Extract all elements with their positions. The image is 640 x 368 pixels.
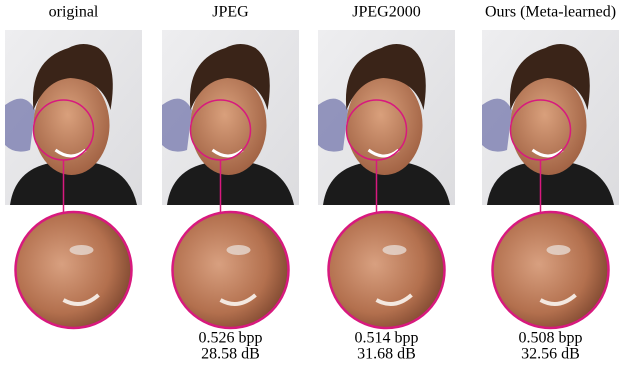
- photo: [162, 30, 299, 205]
- bitrate: 0.508 bpp: [519, 330, 583, 347]
- figure: original JPEG 0.526 bpp28.58 dB JPEG2000 0.5…: [0, 0, 640, 368]
- backdrop-logo: [5, 99, 35, 152]
- zoom-eye: [227, 245, 251, 255]
- zoom-view: [16, 212, 132, 328]
- zoom-eye: [547, 245, 571, 255]
- psnr: 31.68 dB: [357, 346, 416, 363]
- bitrate: 0.514 bpp: [355, 330, 419, 347]
- photo: [318, 30, 455, 205]
- psnr: 28.58 dB: [201, 346, 260, 363]
- backdrop-logo: [162, 99, 192, 152]
- zoom-view: [329, 212, 445, 328]
- photo: [482, 30, 619, 205]
- psnr: 32.56 dB: [521, 346, 580, 363]
- panel-title: JPEG: [212, 4, 249, 21]
- backdrop-logo: [482, 99, 512, 152]
- zoom-eye: [383, 245, 407, 255]
- photo: [5, 30, 142, 205]
- panel-title: Ours (Meta-learned): [485, 4, 616, 21]
- panel-title: JPEG2000: [352, 4, 420, 21]
- panel-title: original: [49, 4, 99, 21]
- zoom-eye: [70, 245, 94, 255]
- bitrate: 0.526 bpp: [199, 330, 263, 347]
- backdrop-logo: [318, 99, 348, 152]
- zoom-view: [173, 212, 289, 328]
- panel: original: [5, 4, 142, 328]
- zoom-view: [493, 212, 609, 328]
